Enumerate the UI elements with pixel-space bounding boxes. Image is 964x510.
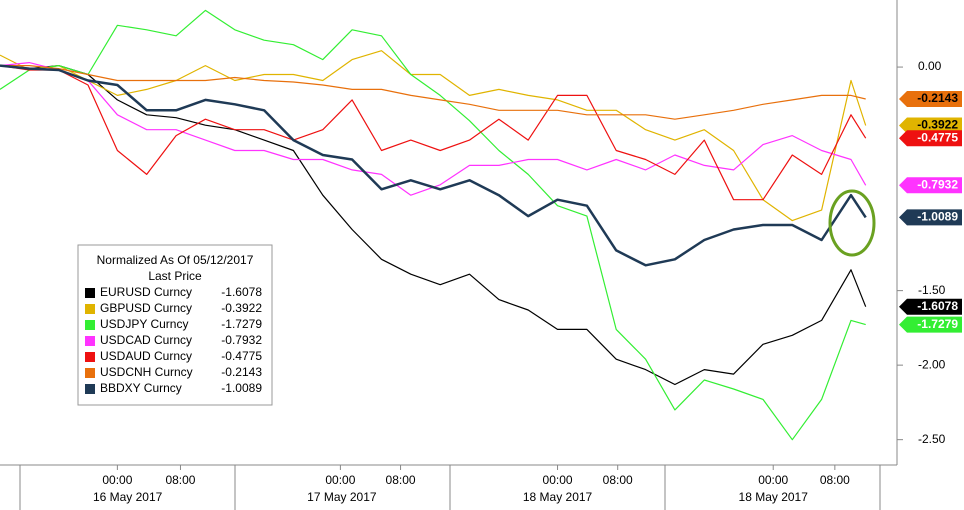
legend-subtitle: Last Price	[148, 269, 202, 283]
legend-value: -0.4775	[221, 349, 262, 363]
legend-swatch	[85, 368, 95, 378]
x-tick-label: 08:00	[165, 473, 195, 487]
legend-label: USDCAD Curncy	[100, 333, 192, 347]
legend-value: -1.7279	[221, 317, 262, 331]
value-tag-label: -1.6078	[917, 299, 958, 313]
legend-value: -1.6078	[221, 285, 262, 299]
value-tag	[899, 209, 962, 226]
value-tag-label: -1.0089	[917, 210, 958, 224]
x-group-label: 17 May 2017	[307, 490, 377, 504]
series-line	[0, 62, 867, 196]
x-tick-label: 00:00	[325, 473, 355, 487]
x-tick-label: 00:00	[543, 473, 573, 487]
legend-swatch	[85, 288, 95, 298]
legend-swatch	[85, 352, 95, 362]
value-tag	[899, 316, 962, 333]
x-tick-label: 00:00	[102, 473, 132, 487]
y-tick-label: -2.50	[918, 432, 946, 446]
legend-value: -0.7932	[221, 333, 262, 347]
legend-label: USDAUD Curncy	[100, 349, 192, 363]
legend: Normalized As Of 05/12/2017 Last Price E…	[77, 244, 273, 406]
legend-value: -1.0089	[221, 381, 262, 395]
series-line	[0, 50, 867, 222]
legend-label: GBPUSD Curncy	[100, 301, 192, 315]
legend-value: -0.2143	[221, 365, 262, 379]
x-group-label: 18 May 2017	[523, 490, 593, 504]
series-line	[0, 9, 866, 441]
value-tag	[899, 130, 962, 147]
x-group-label: 16 May 2017	[93, 490, 163, 504]
value-tag-label: -0.2143	[917, 91, 958, 105]
legend-swatch	[85, 336, 95, 346]
day-separators	[19, 465, 881, 510]
x-tick-label: 08:00	[603, 473, 633, 487]
value-tag-label: -0.3922	[917, 118, 958, 132]
legend-value: -0.3922	[221, 301, 262, 315]
legend-label: USDCNH Curncy	[100, 365, 193, 379]
value-tag-label: -0.7932	[917, 177, 958, 191]
x-tick-label: 08:00	[386, 473, 416, 487]
y-tick-label: 0.00	[918, 59, 942, 73]
series-line	[0, 64, 867, 267]
legend-label: EURUSD Curncy	[100, 285, 192, 299]
legend-box	[77, 244, 273, 406]
y-tick-label: -2.00	[918, 357, 946, 371]
value-tag-label: -0.4775	[917, 130, 958, 144]
value-tag	[899, 298, 962, 315]
x-tick-label: 00:00	[758, 473, 788, 487]
legend-label: BBDXY Curncy	[100, 381, 182, 395]
lines	[0, 9, 867, 441]
value-tag-label: -1.7279	[917, 317, 958, 331]
value-tag	[899, 91, 962, 108]
x-group-label: 18 May 2017	[739, 490, 809, 504]
legend-swatch	[85, 304, 95, 314]
legend-swatch	[85, 384, 95, 394]
series-line	[0, 65, 867, 201]
value-tag	[899, 117, 962, 134]
legend-swatch	[85, 320, 95, 330]
legend-label: USDJPY Curncy	[100, 317, 188, 331]
value-tag	[899, 177, 962, 194]
highlight-ellipse	[828, 189, 876, 257]
y-tick-label: -1.50	[918, 283, 946, 297]
series-line	[0, 65, 867, 386]
legend-title: Normalized As Of 05/12/2017	[97, 253, 254, 267]
series-line	[0, 65, 866, 120]
x-tick-label: 08:00	[820, 473, 850, 487]
